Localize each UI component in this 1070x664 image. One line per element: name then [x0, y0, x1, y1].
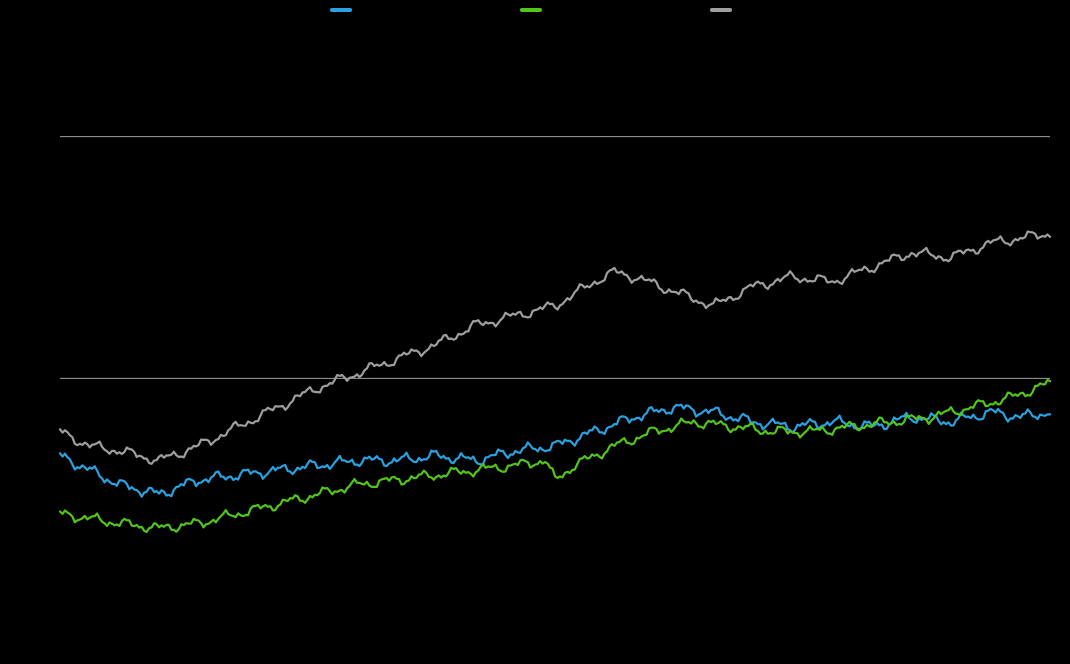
legend-item-1 [520, 8, 550, 12]
legend-swatch-2 [710, 8, 732, 12]
series-blue [60, 405, 1050, 497]
legend-item-0 [330, 8, 360, 12]
series-gray [60, 232, 1050, 464]
line-chart [0, 0, 1070, 664]
legend-swatch-1 [520, 8, 542, 12]
chart-canvas [0, 0, 1070, 664]
gridlines [60, 137, 1050, 379]
legend-swatch-0 [330, 8, 352, 12]
chart-legend [0, 8, 1070, 12]
series-layer [60, 232, 1050, 532]
series-green [60, 380, 1050, 532]
legend-item-2 [710, 8, 740, 12]
